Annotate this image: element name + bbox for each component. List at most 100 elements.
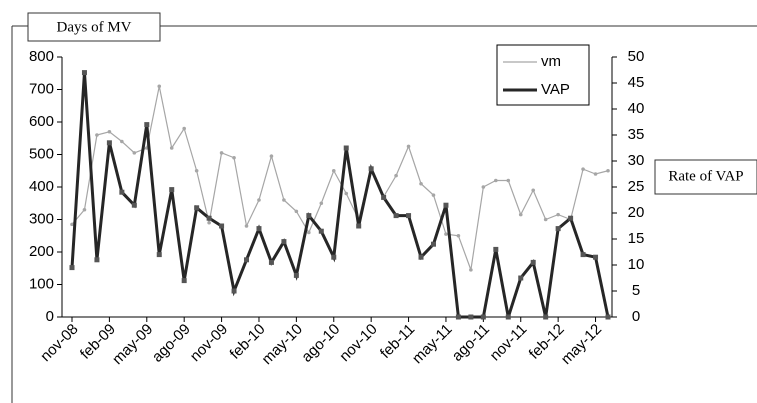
point (506, 178, 511, 183)
point (319, 201, 324, 206)
point (581, 167, 585, 171)
y-tick-label: 800 (29, 48, 54, 65)
x-tick-label: nov-11 (487, 321, 531, 365)
y-tick-label: 700 (29, 80, 54, 97)
point (169, 146, 174, 150)
point (406, 144, 411, 149)
point (318, 228, 324, 234)
y2-tick-label: 40 (628, 100, 645, 117)
point (593, 172, 598, 176)
point (356, 223, 362, 229)
point (406, 213, 412, 219)
point (344, 191, 349, 196)
point (543, 314, 549, 320)
point (131, 202, 137, 208)
y2-tick-label: 45 (628, 74, 645, 91)
y2-tick-label: 50 (628, 48, 645, 65)
point (555, 226, 561, 232)
point (494, 178, 498, 183)
y2-tick-label: 30 (628, 152, 645, 169)
y2-tick-label: 20 (628, 204, 645, 221)
point (394, 173, 398, 178)
point (456, 233, 461, 238)
point (82, 207, 87, 212)
point (481, 185, 486, 189)
point (194, 168, 199, 173)
y2-tick-label: 10 (628, 256, 645, 273)
point (393, 213, 399, 219)
point (419, 181, 423, 186)
point (231, 288, 237, 294)
point (281, 239, 287, 245)
point (430, 241, 436, 247)
point (94, 257, 100, 263)
x-tick-label: may-09 (109, 321, 156, 368)
point (343, 145, 349, 151)
legend-label: VAP (541, 81, 570, 98)
point (156, 252, 162, 258)
series-line (71, 86, 609, 271)
y-tick-label: 300 (29, 210, 54, 227)
y2-tick-label: 25 (628, 178, 645, 195)
point (593, 254, 599, 260)
x-tick-label: nov-08 (37, 321, 81, 365)
series-line (70, 72, 610, 319)
point (306, 213, 312, 219)
point (219, 223, 225, 229)
x-tick-label: nov-09 (187, 321, 231, 365)
point (293, 272, 299, 278)
y-axis-title: Days of MV (57, 19, 132, 35)
point (331, 168, 336, 173)
point (381, 194, 387, 200)
point (543, 217, 548, 222)
y2-tick-label: 0 (632, 308, 640, 325)
point (119, 189, 125, 195)
point (207, 220, 211, 225)
point (418, 254, 424, 260)
point (106, 140, 112, 146)
point (219, 151, 224, 155)
x-tick-label: ago-09 (149, 321, 194, 366)
point (132, 151, 137, 155)
y-tick-label: 400 (29, 178, 54, 195)
point (182, 126, 186, 131)
y2-axis-title: Rate of VAP (668, 168, 743, 184)
y-tick-label: 100 (29, 275, 54, 292)
point (120, 139, 124, 144)
point (518, 275, 524, 281)
point (468, 314, 474, 320)
point (70, 222, 74, 227)
point (307, 230, 311, 235)
point (107, 129, 112, 134)
point (244, 257, 250, 263)
point (232, 155, 236, 160)
point (256, 226, 262, 232)
x-tick-label: may-12 (558, 321, 605, 368)
point (605, 314, 611, 320)
point (518, 212, 523, 217)
point (493, 246, 499, 252)
x-tick-label: nov-10 (336, 321, 380, 365)
x-tick-label: ago-11 (449, 321, 493, 365)
point (580, 252, 586, 258)
point (206, 215, 212, 221)
point (606, 168, 610, 173)
point (144, 122, 150, 128)
y-label-box (27, 12, 161, 42)
point (157, 84, 162, 89)
y-tick-label: 600 (29, 113, 54, 130)
point (443, 202, 449, 208)
point (244, 224, 249, 228)
y2-tick-label: 5 (632, 282, 640, 299)
point (169, 187, 175, 193)
legend-box (496, 44, 590, 106)
legend-label: vm (541, 53, 561, 70)
point (469, 268, 473, 272)
point (331, 254, 337, 260)
point (368, 166, 374, 172)
point (480, 314, 486, 320)
point (282, 198, 286, 202)
point (69, 265, 75, 271)
